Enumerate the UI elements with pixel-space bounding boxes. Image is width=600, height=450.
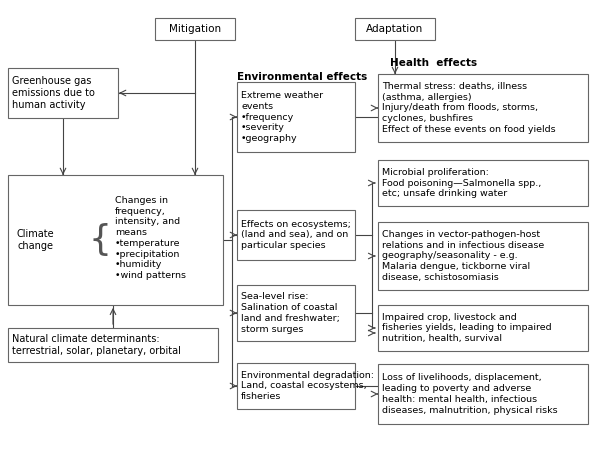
Text: Changes in vector-pathogen-host
relations and in infectious disease
geography/se: Changes in vector-pathogen-host relation… <box>382 230 544 282</box>
Text: Natural climate determinants:
terrestrial, solar, planetary, orbital: Natural climate determinants: terrestria… <box>12 334 181 356</box>
Bar <box>237 82 355 152</box>
Bar <box>155 18 235 40</box>
Bar <box>237 210 355 260</box>
Text: Microbial proliferation:
Food poisoning—Salmonella spp.,
etc; unsafe drinking wa: Microbial proliferation: Food poisoning—… <box>382 168 541 198</box>
Bar <box>378 305 588 351</box>
Text: Adaptation: Adaptation <box>367 24 424 34</box>
Text: Thermal stress: deaths, illness
(asthma, allergies)
Injury/death from floods, st: Thermal stress: deaths, illness (asthma,… <box>382 82 556 134</box>
Bar <box>8 175 223 305</box>
Bar <box>378 160 588 206</box>
Text: Greenhouse gas
emissions due to
human activity: Greenhouse gas emissions due to human ac… <box>12 76 95 110</box>
Bar <box>355 18 435 40</box>
Text: Environmental effects: Environmental effects <box>237 72 367 82</box>
Bar <box>378 364 588 424</box>
Bar <box>8 328 218 362</box>
Text: Loss of livelihoods, displacement,
leading to poverty and adverse
health: mental: Loss of livelihoods, displacement, leadi… <box>382 374 557 414</box>
Text: Sea-level rise:
Salination of coastal
land and freshwater;
storm surges: Sea-level rise: Salination of coastal la… <box>241 292 340 333</box>
Text: Extreme weather
events
•frequency
•severity
•geography: Extreme weather events •frequency •sever… <box>241 91 323 143</box>
Text: Effects on ecosystems;
(land and sea), and on
particular species: Effects on ecosystems; (land and sea), a… <box>241 220 351 250</box>
Text: Health  effects: Health effects <box>390 58 477 68</box>
Bar <box>237 285 355 341</box>
Text: Mitigation: Mitigation <box>169 24 221 34</box>
Bar <box>378 74 588 142</box>
Text: Environmental degradation:
Land, coastal ecosystems,
fisheries: Environmental degradation: Land, coastal… <box>241 371 374 401</box>
Bar <box>378 222 588 290</box>
Text: Climate
change: Climate change <box>16 229 54 251</box>
Bar <box>8 68 118 118</box>
Bar <box>237 363 355 409</box>
Text: Changes in
frequency,
intensity, and
means
•temperature
•precipitation
•humidity: Changes in frequency, intensity, and mea… <box>115 196 186 280</box>
Text: {: { <box>89 223 112 257</box>
Text: Impaired crop, livestock and
fisheries yields, leading to impaired
nutrition, he: Impaired crop, livestock and fisheries y… <box>382 313 551 343</box>
